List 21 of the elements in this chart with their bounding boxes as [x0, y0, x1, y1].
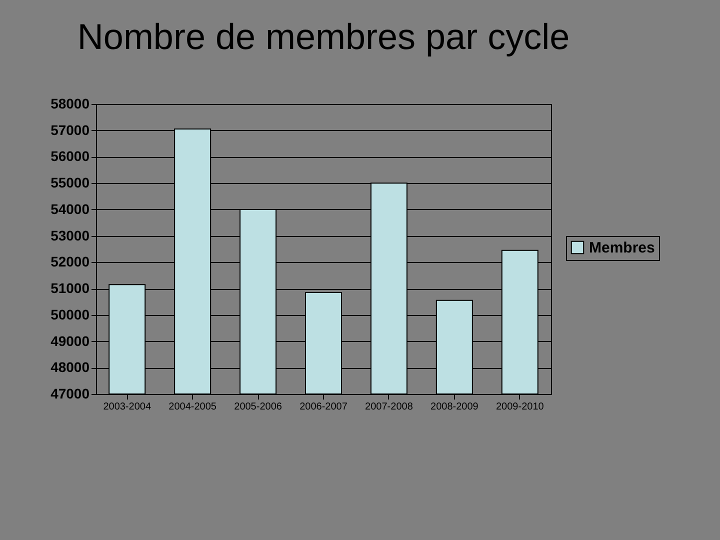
x-tick-label: 2005-2006 [234, 402, 282, 412]
y-tick-label: 51000 [50, 280, 90, 296]
x-tick-label: 2008-2009 [430, 402, 479, 412]
x-tick-label: 2003-2004 [103, 402, 152, 412]
y-tick-label: 49000 [50, 332, 90, 349]
y-tick-label: 56000 [50, 148, 90, 164]
y-tick-label: 53000 [50, 227, 90, 244]
y-tick-label: 48000 [50, 359, 90, 376]
x-tick-label: 2007-2008 [365, 402, 414, 412]
x-tick-label: 2004-2005 [168, 402, 217, 412]
chart-title: Nombre de membres par cycle [77, 16, 570, 57]
y-tick-label: 52000 [50, 254, 90, 270]
y-tick-label: 47000 [50, 386, 90, 402]
x-tick-label: 2006-2007 [300, 402, 348, 412]
legend-label: Membres [589, 240, 655, 256]
y-tick-label: 54000 [50, 200, 90, 217]
y-tick-label: 50000 [50, 306, 90, 322]
x-tick-label: 2009-2010 [496, 402, 544, 412]
y-tick-label: 58000 [50, 96, 90, 112]
y-tick-label: 57000 [50, 122, 90, 138]
y-tick-label: 55000 [50, 174, 90, 191]
